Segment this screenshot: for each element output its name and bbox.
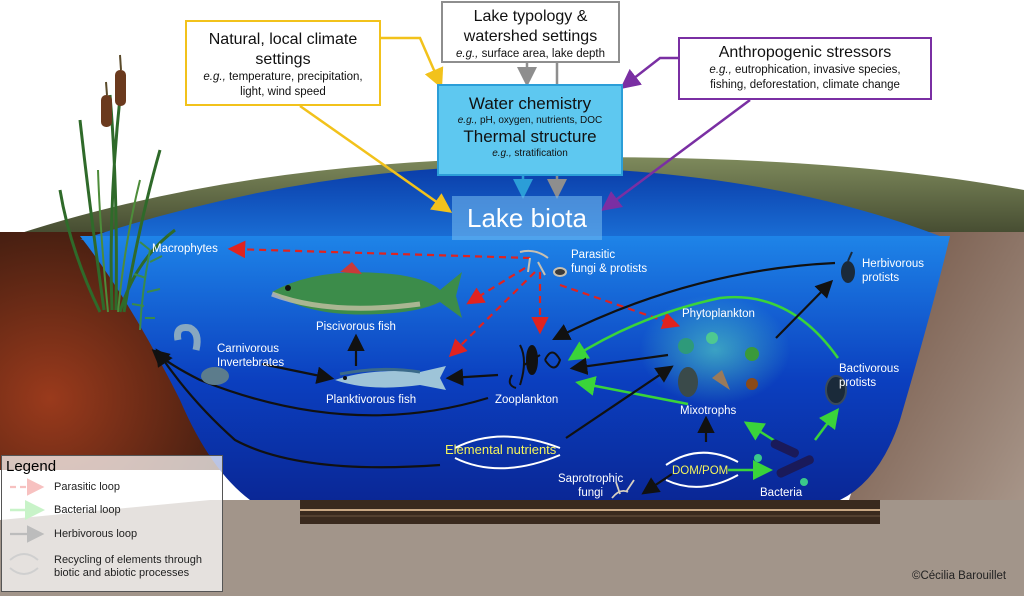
parasitic-arrows bbox=[227, 240, 681, 358]
label-carnivorous-invertebrates: Carnivorous Invertebrates bbox=[217, 343, 285, 369]
climate-title-2: settings bbox=[255, 51, 311, 68]
parasitic-fungi-icon bbox=[519, 249, 567, 277]
herbivorous-arrows bbox=[151, 261, 836, 495]
planktivorous-fish-icon bbox=[335, 366, 446, 390]
herbivorous-protist-icon bbox=[841, 251, 855, 283]
label-bacteria: Bacteria bbox=[760, 487, 803, 499]
label-elemental-nutrients: Elemental nutrients bbox=[445, 442, 557, 457]
label-herbivorous-protists: Herbivorous protists bbox=[862, 258, 924, 284]
lake-typology-box: Lake typology & watershed settings e.g.,… bbox=[441, 1, 620, 63]
label-parasitic-fungi: Parasitic fungi & protists bbox=[571, 249, 648, 275]
water-chemistry-example: e.g., pH, oxygen, nutrients, DOC bbox=[457, 115, 603, 126]
bacteria-icon bbox=[754, 439, 814, 486]
climate-example-1: e.g., temperature, precipitation, bbox=[203, 71, 363, 83]
macrophyte-plant bbox=[131, 241, 163, 331]
anthropogenic-title: Anthropogenic stressors bbox=[718, 44, 892, 61]
arrow-anthro-to-biota bbox=[600, 98, 751, 211]
water-chemistry-title: Water chemistry bbox=[468, 94, 592, 113]
climate-title-1: Natural, local climate bbox=[208, 31, 358, 48]
label-piscivorous-fish: Piscivorous fish bbox=[316, 321, 396, 333]
lake-typology-title-1: Lake typology & bbox=[473, 8, 588, 25]
lake-typology-title-2: watershed settings bbox=[463, 28, 598, 45]
legend-item-herbivorous: Herbivorous loop bbox=[54, 528, 138, 540]
anthropogenic-example-1: e.g., eutrophication, invasive species, bbox=[709, 64, 901, 76]
legend-item-parasitic: Parasitic loop bbox=[54, 481, 121, 493]
arrow-climate-to-biota bbox=[299, 104, 453, 213]
anthropogenic-example-2: fishing, deforestation, climate change bbox=[710, 79, 900, 91]
label-bactivorous-protists: Bactivorous protists bbox=[839, 363, 900, 389]
zooplankton-icon bbox=[508, 344, 562, 389]
lake-biota-label: Lake biota bbox=[452, 196, 602, 240]
piscivorous-fish-icon bbox=[271, 262, 462, 318]
climate-example-2: light, wind speed bbox=[240, 86, 326, 98]
phytoplankton-icon bbox=[678, 332, 759, 361]
legend-box: Legend Parasitic loop Bacterial loop Her… bbox=[1, 455, 223, 592]
anthropogenic-stressors-box: Anthropogenic stressors e.g., eutrophica… bbox=[678, 37, 932, 100]
sediment-layer bbox=[300, 500, 880, 524]
thermal-structure-title: Thermal structure bbox=[463, 127, 597, 146]
saprotrophic-fungi-icon bbox=[611, 479, 635, 499]
lake-typology-example: e.g., surface area, lake depth bbox=[456, 48, 605, 60]
arrow-climate-to-water bbox=[381, 36, 444, 89]
arrow-anthro-to-water bbox=[620, 56, 678, 90]
label-macrophytes: Macrophytes bbox=[152, 243, 218, 255]
label-phytoplankton: Phytoplankton bbox=[682, 308, 755, 320]
recycling-symbol-elemental bbox=[454, 435, 561, 470]
label-zooplankton: Zooplankton bbox=[495, 394, 559, 406]
label-planktivorous-fish: Planktivorous fish bbox=[326, 394, 417, 406]
label-saprotrophic-fungi: Saprotrophic fungi bbox=[558, 473, 624, 499]
legend-item-recycling: Recycling of elements through biotic and … bbox=[54, 554, 202, 579]
cattail-plant bbox=[58, 54, 176, 313]
bactivorous-protist-icon bbox=[825, 375, 847, 405]
label-mixotrophs: Mixotrophs bbox=[680, 405, 737, 417]
label-dom-pom: DOM/POM bbox=[672, 465, 729, 477]
carnivorous-invertebrate-icon bbox=[174, 324, 229, 385]
credit-text: ©Cécilia Barouillet bbox=[912, 570, 1007, 582]
legend-item-bacterial: Bacterial loop bbox=[54, 504, 121, 516]
thermal-structure-example: e.g., stratification bbox=[492, 148, 568, 159]
mixotroph-icon bbox=[678, 367, 758, 397]
legend-title: Legend bbox=[6, 458, 57, 475]
climate-settings-box: Natural, local climate settings e.g., te… bbox=[185, 20, 381, 106]
water-chemistry-box: Water chemistry e.g., pH, oxygen, nutrie… bbox=[437, 84, 623, 176]
recycling-symbol-dompom bbox=[665, 451, 739, 488]
